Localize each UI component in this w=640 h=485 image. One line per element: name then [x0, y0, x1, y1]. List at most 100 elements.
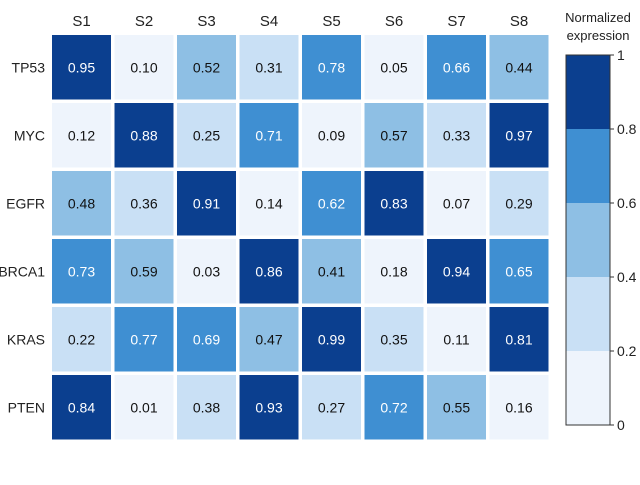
- cell-value-label: 0.12: [68, 127, 95, 143]
- column-labels: S1 S2 S3 S4 S5 S6 S7 S8: [72, 13, 528, 30]
- colorbar-tick-label: 1: [617, 47, 625, 63]
- heatmap-cells: 0.95 0.10 0.52 0.31 0.78 0.05 0.66 0.44 0.12 0.88…: [52, 35, 549, 440]
- column-label: S5: [322, 13, 340, 30]
- colorbar-bin: [566, 203, 610, 277]
- heatmap-cell: [427, 103, 486, 168]
- heatmap-cell: [52, 171, 111, 236]
- cell-value-label: 0.11: [443, 331, 469, 347]
- cell-value-label: 0.05: [380, 59, 407, 75]
- cell-value-label: 0.66: [443, 59, 470, 75]
- cell-value-label: 0.94: [443, 263, 470, 279]
- cell-value-label: 0.91: [193, 195, 220, 211]
- heatmap-cell: [52, 239, 111, 304]
- row-label: MYC: [14, 127, 45, 143]
- column-label: S4: [260, 13, 278, 30]
- cell-value-label: 0.03: [193, 263, 220, 279]
- cell-value-label: 0.38: [193, 399, 220, 415]
- cell-value-label: 0.48: [68, 195, 95, 211]
- heatmap-cell: [364, 307, 424, 372]
- colorbar-title: expression: [567, 28, 630, 43]
- heatmap-cell: [427, 375, 486, 440]
- heatmap-cell: [114, 239, 174, 304]
- cell-value-label: 0.16: [505, 399, 532, 415]
- cell-value-label: 0.01: [130, 399, 157, 415]
- cell-value-label: 0.99: [318, 331, 345, 347]
- heatmap-cell: [427, 307, 486, 372]
- heatmap-cell: [239, 103, 299, 168]
- cell-value-label: 0.65: [505, 263, 532, 279]
- heatmap-cell: [364, 171, 424, 236]
- cell-value-label: 0.22: [68, 331, 95, 347]
- row-label: EGFR: [6, 195, 45, 211]
- cell-value-label: 0.31: [255, 59, 282, 75]
- column-label: S7: [447, 13, 465, 30]
- heatmap-cell: [52, 35, 111, 100]
- cell-value-label: 0.35: [380, 331, 407, 347]
- heatmap-cell: [489, 307, 549, 372]
- heatmap-cell: [177, 239, 236, 304]
- cell-value-label: 0.44: [505, 59, 532, 75]
- row-label: TP53: [12, 59, 46, 75]
- cell-value-label: 0.77: [130, 331, 157, 347]
- cell-value-label: 0.57: [380, 127, 407, 143]
- cell-value-label: 0.84: [68, 399, 95, 415]
- heatmap-cell: [114, 35, 174, 100]
- heatmap-cell: [489, 171, 549, 236]
- heatmap-cell: [302, 307, 361, 372]
- column-label: S3: [197, 13, 215, 30]
- row-label: KRAS: [7, 331, 45, 347]
- column-label: S6: [385, 13, 403, 30]
- heatmap-cell: [489, 103, 549, 168]
- heatmap-cell: [489, 35, 549, 100]
- colorbar-bin: [566, 351, 610, 425]
- colorbar-bin: [566, 55, 610, 129]
- heatmap-cell: [177, 375, 236, 440]
- colorbar-tick-label: 0: [617, 417, 625, 433]
- column-label: S1: [72, 13, 90, 30]
- cell-value-label: 0.73: [68, 263, 95, 279]
- heatmap-cell: [177, 103, 236, 168]
- heatmap-cell: [52, 103, 111, 168]
- cell-value-label: 0.83: [380, 195, 407, 211]
- cell-value-label: 0.93: [255, 399, 282, 415]
- cell-value-label: 0.71: [255, 127, 282, 143]
- heatmap-cell: [239, 171, 299, 236]
- heatmap-cell: [177, 307, 236, 372]
- colorbar-tick-label: 0.8: [617, 121, 637, 137]
- cell-value-label: 0.25: [193, 127, 220, 143]
- cell-value-label: 0.09: [318, 127, 345, 143]
- heatmap-cell: [364, 375, 424, 440]
- heatmap-cell: [52, 375, 111, 440]
- heatmap-cell: [177, 171, 236, 236]
- heatmap-cell: [489, 375, 549, 440]
- heatmap-cell: [52, 307, 111, 372]
- row-labels: TP53 MYC EGFR BRCA1 KRAS PTEN: [0, 59, 45, 415]
- heatmap-cell: [427, 171, 486, 236]
- column-label: S2: [135, 13, 153, 30]
- heatmap-cell: [489, 239, 549, 304]
- heatmap-cell: [239, 307, 299, 372]
- cell-value-label: 0.33: [443, 127, 470, 143]
- cell-value-label: 0.14: [255, 195, 282, 211]
- heatmap-cell: [427, 35, 486, 100]
- heatmap-cell: [364, 103, 424, 168]
- heatmap-cell: [302, 239, 361, 304]
- cell-value-label: 0.97: [505, 127, 532, 143]
- colorbar-tick-label: 0.2: [617, 343, 637, 359]
- row-label: BRCA1: [0, 263, 45, 279]
- cell-value-label: 0.41: [318, 263, 345, 279]
- cell-value-label: 0.88: [130, 127, 157, 143]
- cell-value-label: 0.86: [255, 263, 282, 279]
- cell-value-label: 0.47: [255, 331, 282, 347]
- heatmap-cell: [114, 171, 174, 236]
- heatmap-cell: [239, 35, 299, 100]
- cell-value-label: 0.18: [380, 263, 407, 279]
- colorbar-bin: [566, 129, 610, 203]
- cell-value-label: 0.81: [505, 331, 532, 347]
- heatmap-cell: [239, 239, 299, 304]
- heatmap-cell: [114, 307, 174, 372]
- cell-value-label: 0.72: [380, 399, 407, 415]
- colorbar: Normalized expression 0 0.2 0.4 0.6 0.8 1: [565, 10, 637, 433]
